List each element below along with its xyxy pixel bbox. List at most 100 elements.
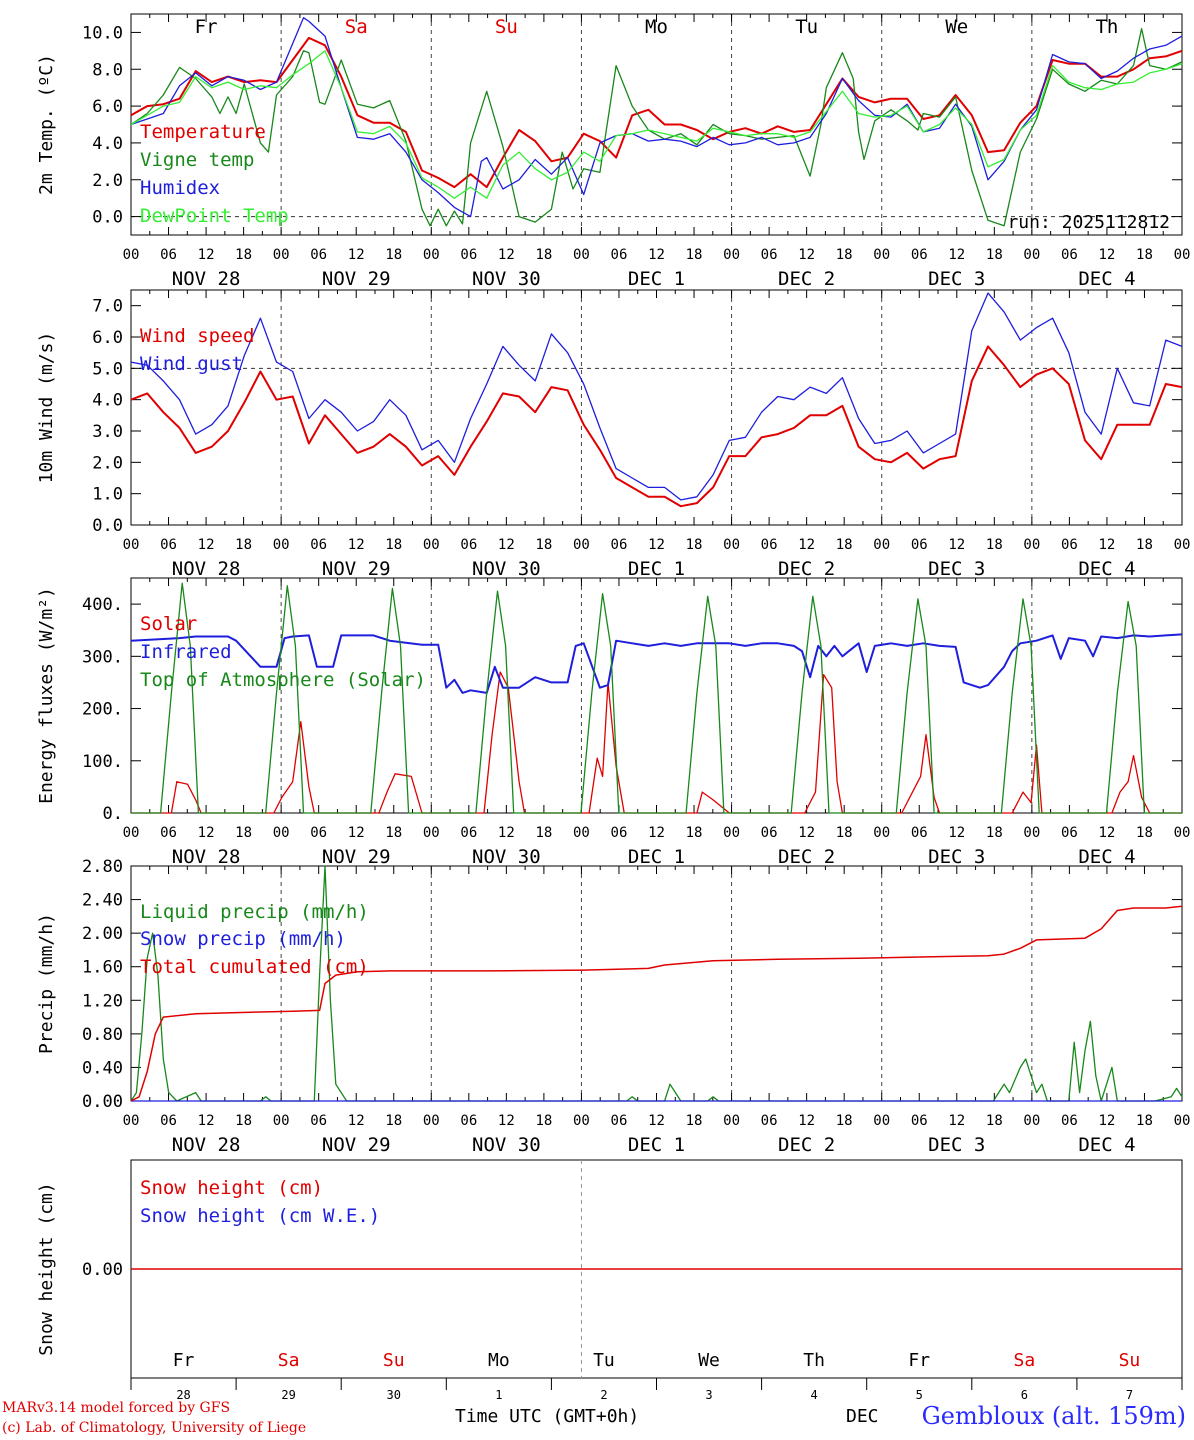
hour-tick-label: 12 <box>198 247 215 263</box>
hour-tick-label: 00 <box>273 1113 290 1129</box>
legend-entry: Wind speed <box>140 325 254 347</box>
hour-tick-label: 06 <box>1061 1113 1078 1129</box>
hour-tick-label: 18 <box>235 247 252 263</box>
hour-tick-label: 06 <box>1061 825 1078 841</box>
hour-tick-label: 12 <box>798 1113 815 1129</box>
legend-entry: Solar <box>140 613 197 635</box>
bottom-day-number: 28 <box>176 1388 190 1402</box>
series-top-of-atmosphere-solar <box>131 582 1182 814</box>
legend-entry: Liquid precip (mm/h) <box>140 901 369 923</box>
hour-tick-label: 12 <box>648 1113 665 1129</box>
weekday-label: Su <box>383 1350 405 1371</box>
hour-tick-label: 00 <box>573 537 590 553</box>
hour-tick-label: 06 <box>160 1113 177 1129</box>
bottom-day-number: 2 <box>600 1388 607 1402</box>
hour-tick-label: 00 <box>423 1113 440 1129</box>
hour-tick-label: 12 <box>348 825 365 841</box>
bottom-day-number: 6 <box>1021 1388 1028 1402</box>
hour-tick-label: 12 <box>948 1113 965 1129</box>
y-axis-label-wind: 10m Wind (m/s) <box>36 332 57 484</box>
hour-tick-label: 18 <box>836 1113 853 1129</box>
hour-tick-label: 18 <box>1136 537 1153 553</box>
day-label: DEC 1 <box>628 268 685 290</box>
hour-tick-label: 06 <box>611 1113 628 1129</box>
y-tick-label: 300. <box>82 647 123 667</box>
legend-entry: Snow precip (mm/h) <box>140 928 346 950</box>
hour-tick-label: 00 <box>1174 825 1191 841</box>
hour-tick-label: 06 <box>761 825 778 841</box>
hour-tick-label: 12 <box>1098 537 1115 553</box>
weekday-label: Fr <box>908 1350 930 1371</box>
hour-tick-label: 00 <box>1023 537 1040 553</box>
day-label: DEC 1 <box>628 1134 685 1156</box>
hour-tick-label: 18 <box>686 1113 703 1129</box>
legend-entry: Snow height (cm) <box>140 1177 323 1199</box>
bottom-day-number: 3 <box>705 1388 712 1402</box>
y-tick-label: 8.0 <box>92 60 123 80</box>
hour-tick-label: 06 <box>911 1113 928 1129</box>
series-solar <box>131 671 1182 814</box>
hour-tick-label: 06 <box>310 537 327 553</box>
series-temperature <box>130 36 1183 189</box>
series-total-cumulated-cm <box>130 905 1183 1102</box>
legend-entry: Temperature <box>140 121 266 143</box>
hour-tick-label: 06 <box>611 825 628 841</box>
hour-tick-label: 06 <box>761 247 778 263</box>
weekday-label: Sa <box>345 16 368 38</box>
hour-tick-label: 18 <box>535 537 552 553</box>
hour-tick-label: 18 <box>235 825 252 841</box>
legend-entry: Top of Atmosphere (Solar) <box>140 669 426 691</box>
hour-tick-label: 12 <box>348 1113 365 1129</box>
y-tick-label: 5.0 <box>92 359 123 379</box>
hour-tick-label: 12 <box>798 247 815 263</box>
y-tick-label: 1.60 <box>82 958 123 978</box>
hour-tick-label: 18 <box>385 825 402 841</box>
hour-tick-label: 00 <box>873 1113 890 1129</box>
hour-tick-label: 06 <box>310 1113 327 1129</box>
hour-tick-label: 18 <box>986 247 1003 263</box>
station-name: Gembloux (alt. 159m) <box>921 1402 1186 1430</box>
hour-tick-label: 12 <box>648 537 665 553</box>
weekday-label: Tu <box>795 16 818 38</box>
x-axis-label: Time UTC (GMT+0h) <box>455 1406 640 1427</box>
hour-tick-label: 06 <box>310 247 327 263</box>
day-label: NOV 29 <box>322 268 391 290</box>
day-label: DEC 4 <box>1078 846 1135 868</box>
hour-tick-label: 18 <box>1136 1113 1153 1129</box>
y-axis-label-temp: 2m Temp. (ºC) <box>36 54 57 195</box>
hour-tick-label: 06 <box>761 537 778 553</box>
bottom-day-number: 4 <box>811 1388 818 1402</box>
weekday-label: Fr <box>173 1350 195 1371</box>
bottom-day-number: 29 <box>281 1388 295 1402</box>
hour-tick-label: 00 <box>873 247 890 263</box>
hour-tick-label: 18 <box>235 537 252 553</box>
hour-tick-label: 00 <box>273 247 290 263</box>
weekday-label: Sa <box>278 1350 300 1371</box>
hour-tick-label: 00 <box>423 247 440 263</box>
hour-tick-label: 12 <box>648 247 665 263</box>
y-tick-label: 10.0 <box>82 23 123 43</box>
hour-tick-label: 06 <box>1061 537 1078 553</box>
series-dewpoint-temp <box>130 50 1183 199</box>
day-label: NOV 30 <box>472 558 541 580</box>
y-tick-label: 4.0 <box>92 134 123 154</box>
hour-tick-label: 00 <box>123 825 140 841</box>
hour-tick-label: 00 <box>723 825 740 841</box>
weekday-label: Sa <box>1014 1350 1036 1371</box>
run-label: run: 2025112812 <box>1007 212 1170 233</box>
hour-tick-label: 00 <box>423 537 440 553</box>
hour-tick-label: 00 <box>423 825 440 841</box>
day-label: DEC 3 <box>928 1134 985 1156</box>
y-tick-label: 2.0 <box>92 171 123 191</box>
y-tick-label: 6.0 <box>92 328 123 348</box>
day-label: DEC 2 <box>778 846 835 868</box>
hour-tick-label: 00 <box>1174 537 1191 553</box>
hour-tick-label: 06 <box>160 825 177 841</box>
legend-entry: DewPoint Temp <box>140 205 289 227</box>
hour-tick-label: 06 <box>1061 247 1078 263</box>
hour-tick-label: 12 <box>498 247 515 263</box>
day-label: DEC 2 <box>778 1134 835 1156</box>
hour-tick-label: 06 <box>611 537 628 553</box>
hour-tick-label: 12 <box>948 825 965 841</box>
